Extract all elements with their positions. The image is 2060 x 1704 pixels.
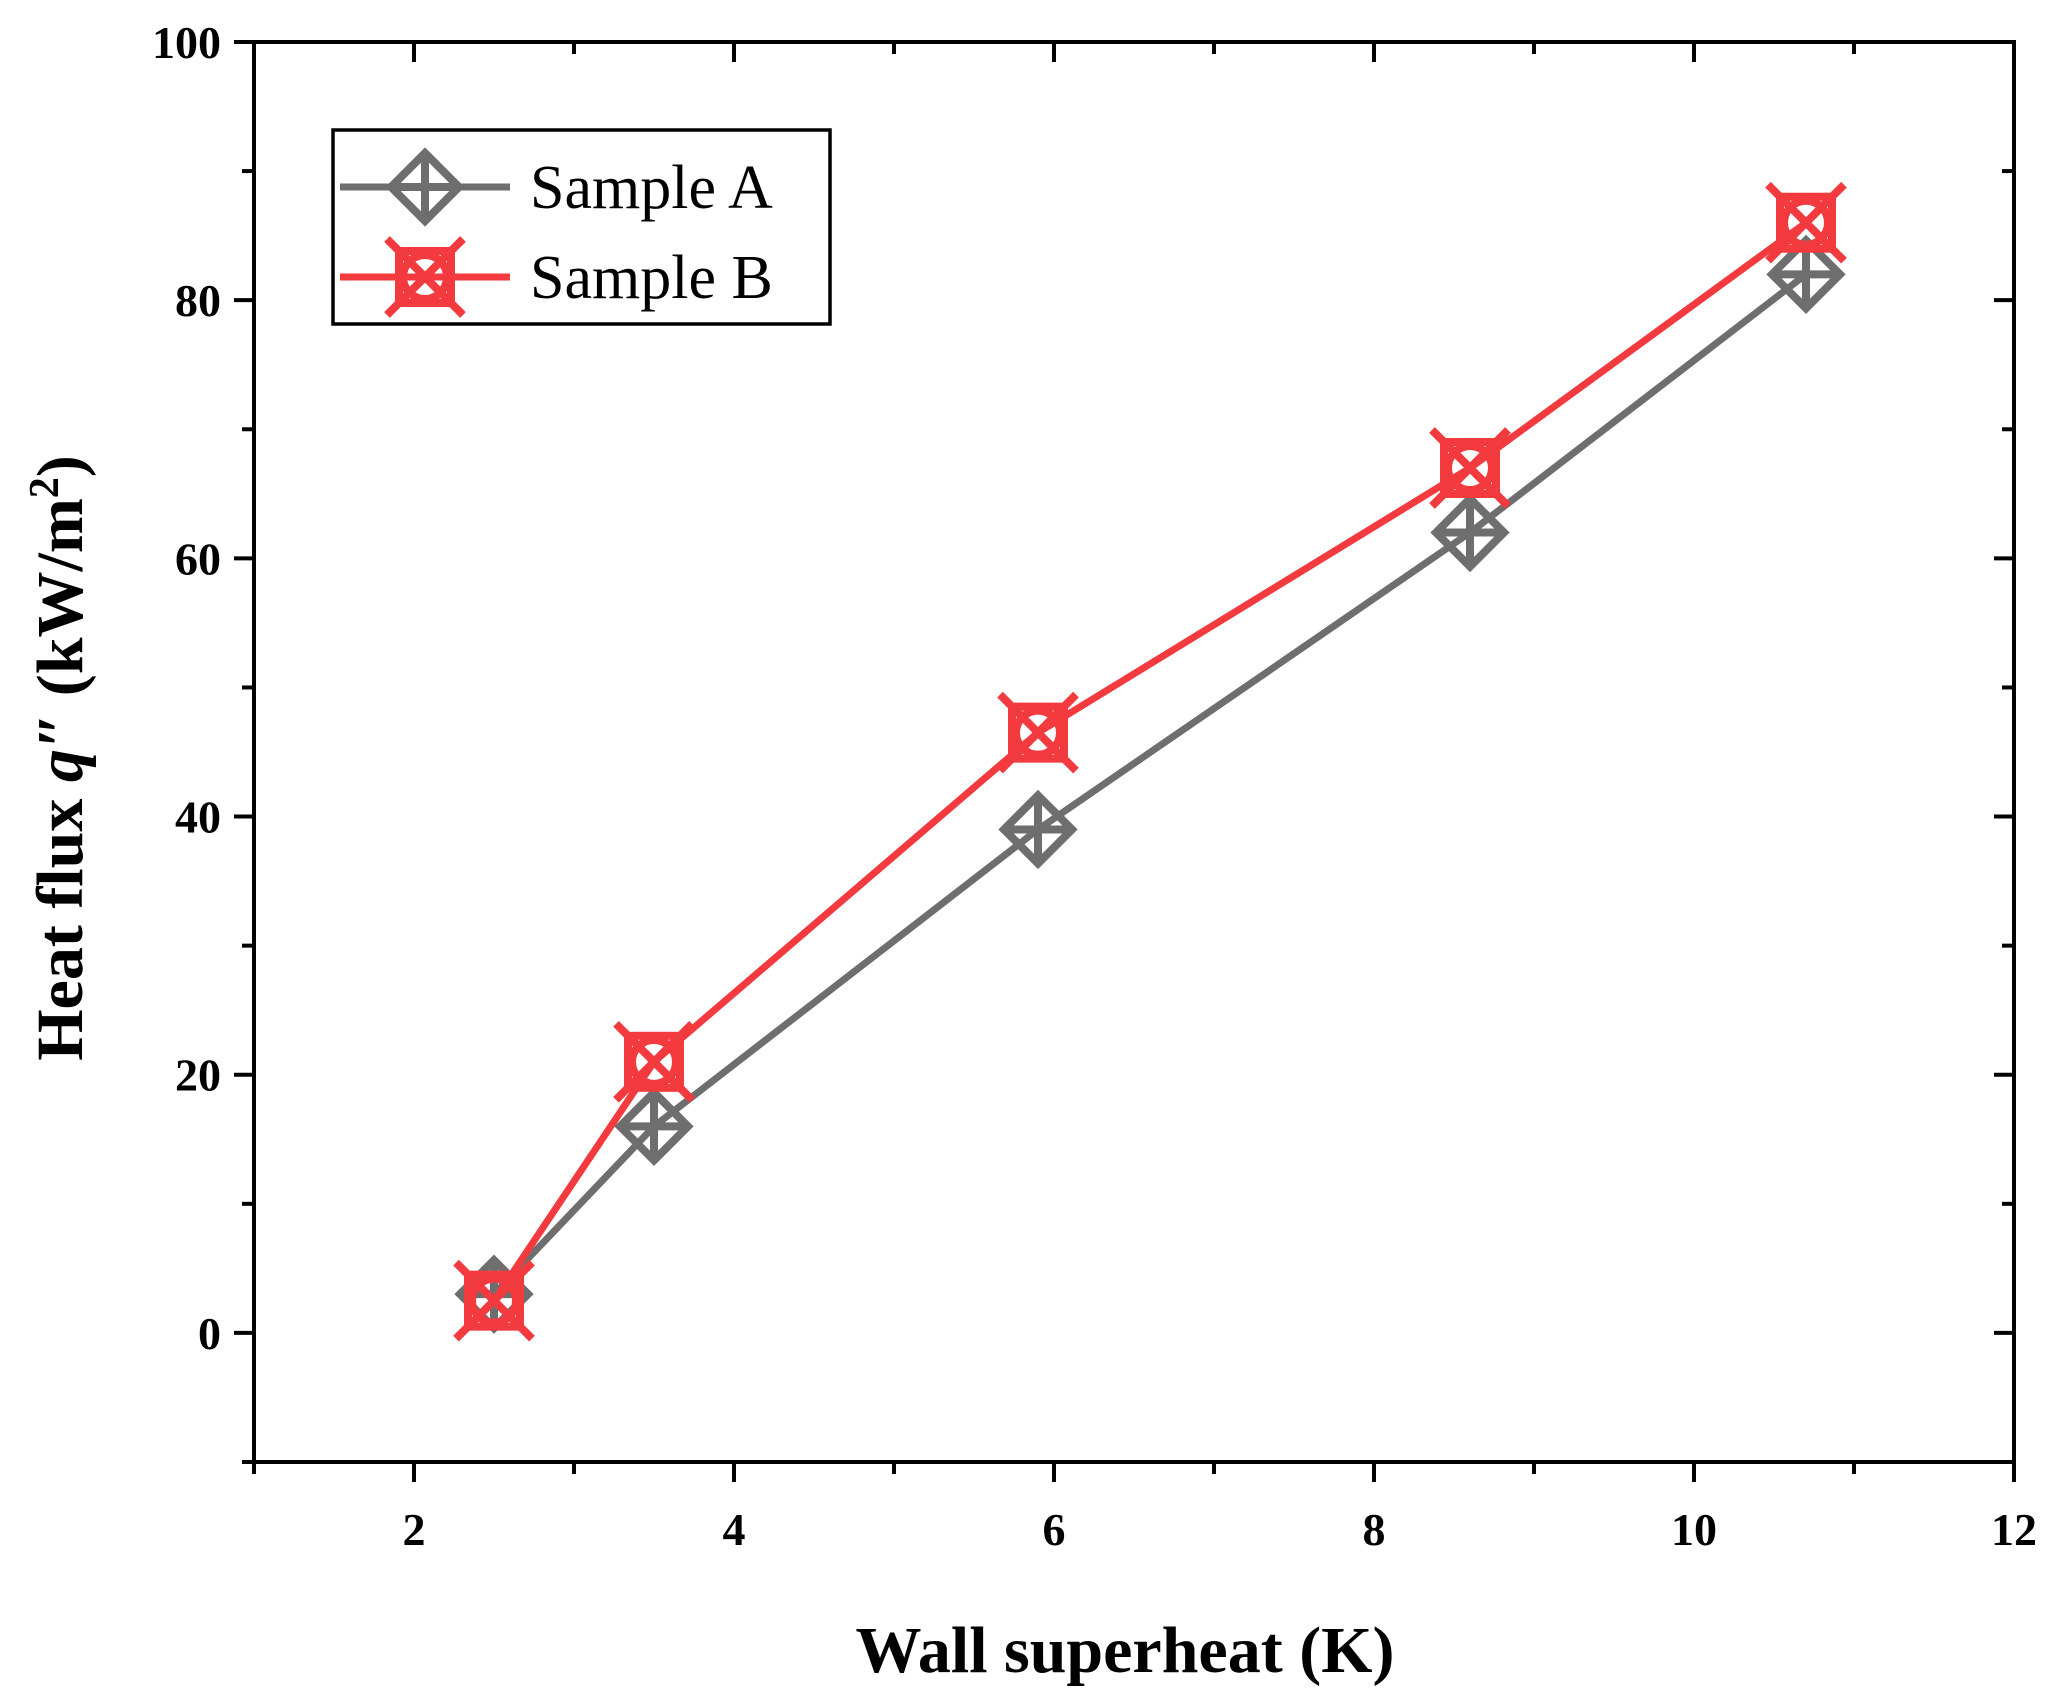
legend-label: Sample A bbox=[530, 154, 773, 222]
y-axis-title-unit: (kW/m bbox=[24, 498, 97, 713]
data-point bbox=[613, 1020, 695, 1103]
x-tick-label: 2 bbox=[403, 1504, 426, 1555]
data-point bbox=[1430, 492, 1510, 573]
legend-marker bbox=[384, 236, 466, 318]
y-tick-label: 40 bbox=[175, 792, 221, 843]
series-line bbox=[491, 219, 1809, 1303]
x-tick-label: 10 bbox=[1671, 1504, 1717, 1555]
series-1 bbox=[453, 181, 1847, 1342]
y-axis-title-symbol: q bbox=[24, 749, 97, 782]
y-axis-title-unit-close: ) bbox=[24, 455, 97, 477]
plot-area-frame bbox=[252, 40, 2016, 1464]
x-axis-title: Wall superheat (K) bbox=[856, 1614, 1395, 1687]
legend: Sample A Sample B bbox=[331, 128, 832, 326]
data-point bbox=[1765, 181, 1847, 264]
y-axis-title-unit-sup: 2 bbox=[22, 477, 68, 498]
y-tick-label: 100 bbox=[152, 17, 221, 68]
legend-entry: Sample A bbox=[340, 147, 773, 227]
data-point bbox=[1429, 427, 1511, 509]
series-line bbox=[491, 271, 1809, 1297]
x-tick-label: 8 bbox=[1363, 1504, 1386, 1555]
series-0 bbox=[454, 234, 1846, 1334]
data-point bbox=[614, 1086, 694, 1167]
y-axis-title-prime: ″ bbox=[24, 713, 97, 749]
data-point bbox=[453, 1259, 535, 1342]
plot-series bbox=[453, 181, 1847, 1342]
y-axis-title-prefix: Heat flux bbox=[24, 782, 97, 1061]
x-tick-label: 12 bbox=[1991, 1504, 2037, 1555]
x-tick-label: 4 bbox=[723, 1504, 746, 1555]
y-axis-title: Heat flux q″ (kW/m2) bbox=[22, 455, 97, 1061]
axis-ticks: 2 4 6 8 10 12 0 20 40 60 80 100 bbox=[152, 17, 2037, 1555]
x-tick-label: 6 bbox=[1043, 1504, 1066, 1555]
legend-entry: Sample B bbox=[340, 236, 773, 318]
y-tick-label: 0 bbox=[198, 1308, 221, 1359]
legend-marker bbox=[385, 147, 465, 227]
data-point bbox=[998, 789, 1078, 870]
y-tick-label: 60 bbox=[175, 533, 221, 584]
y-tick-label: 20 bbox=[175, 1050, 221, 1101]
data-point bbox=[997, 691, 1079, 774]
legend-label: Sample B bbox=[530, 244, 773, 312]
y-tick-label: 80 bbox=[175, 275, 221, 326]
